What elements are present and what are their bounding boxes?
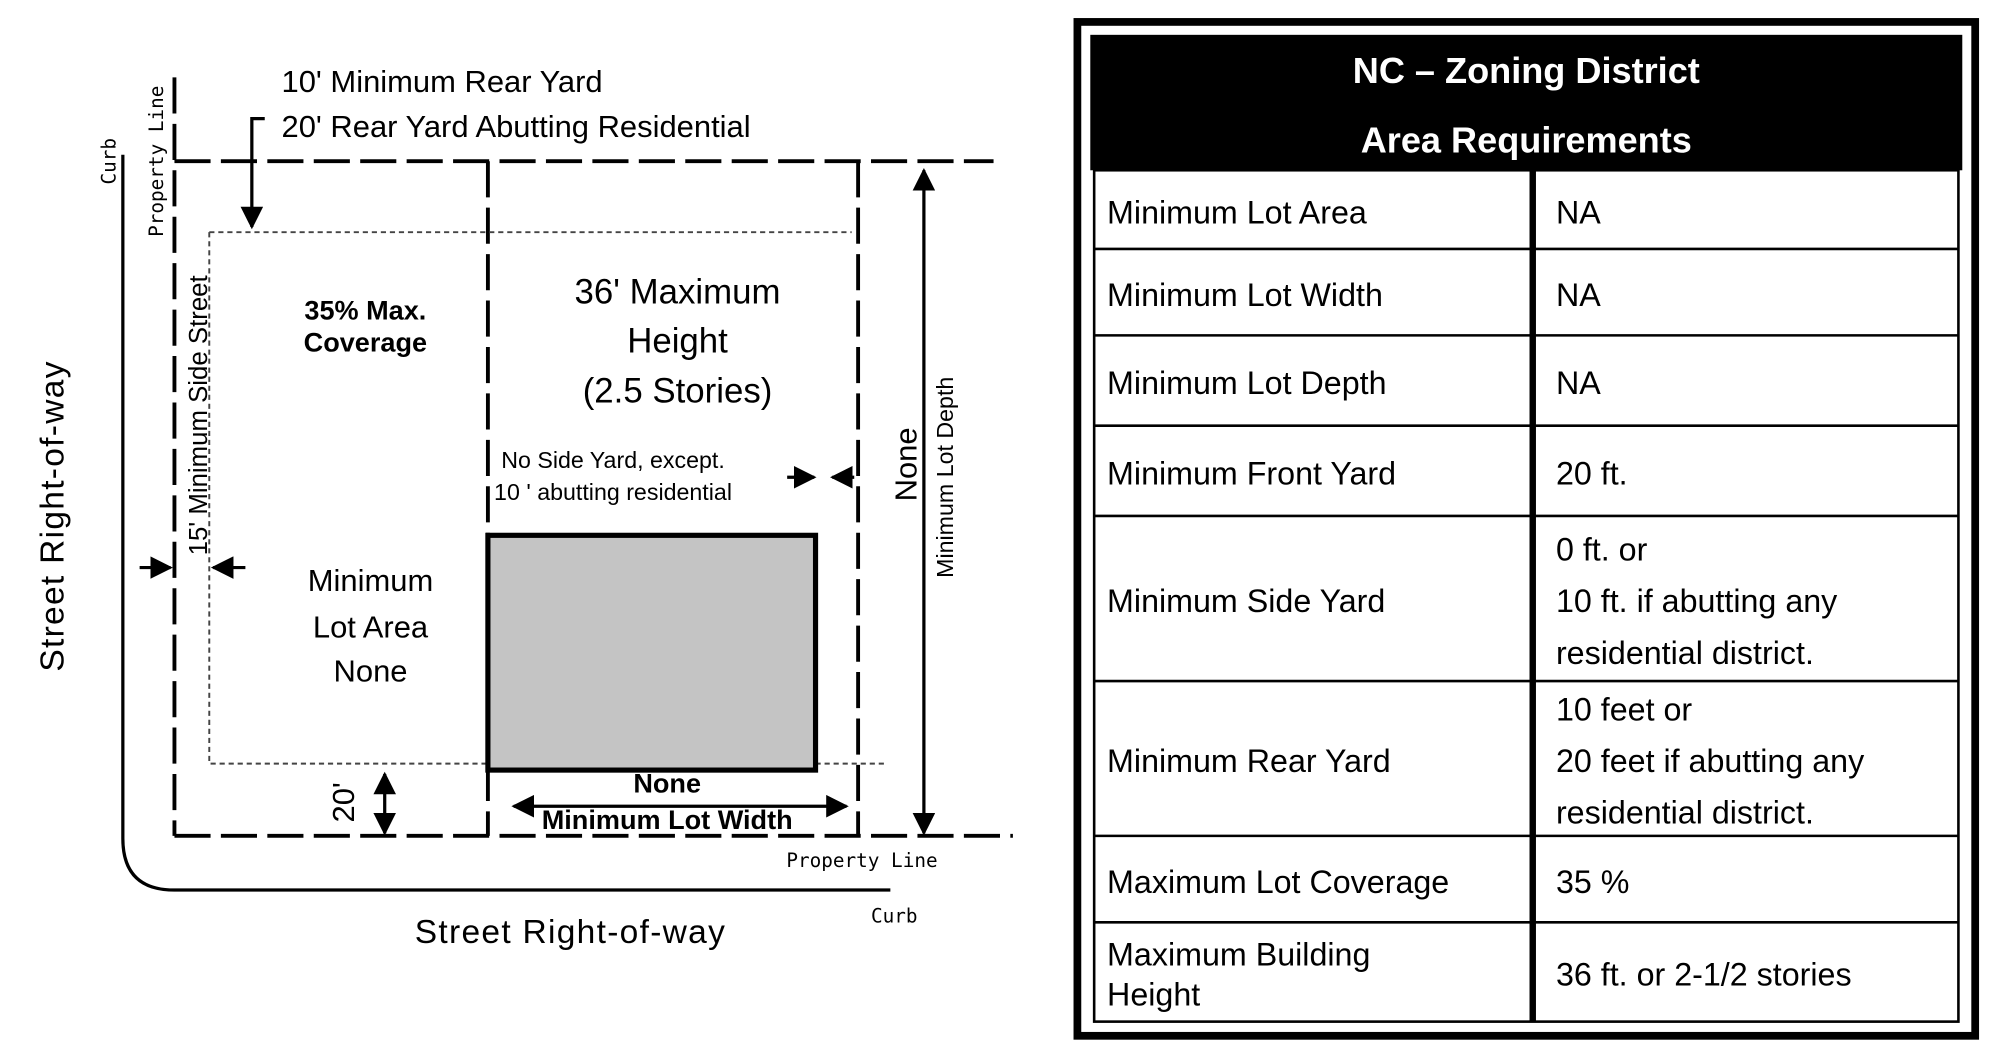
row-label: Height <box>1107 977 1200 1013</box>
row-label: Maximum Building <box>1107 937 1370 973</box>
label: 10' Minimum Rear Yard <box>282 64 603 99</box>
label: Coverage <box>304 327 427 358</box>
label: None <box>633 768 701 799</box>
label: Height <box>627 321 728 360</box>
label: 20' Rear Yard Abutting Residential <box>282 109 751 144</box>
row-value: 10 feet or <box>1556 692 1692 728</box>
label: 20' <box>326 782 361 822</box>
site-diagram: 10' Minimum Rear Yard 20' Rear Yard Abut… <box>34 64 1013 951</box>
row-value: 20 feet if abutting any <box>1556 743 1865 779</box>
label: Minimum Lot Depth <box>932 377 958 578</box>
row-value: NA <box>1556 365 1601 401</box>
label: None <box>889 427 924 501</box>
table-header <box>1090 34 1963 171</box>
label: 36' Maximum <box>575 272 781 311</box>
label: No Side Yard, except. <box>501 447 725 473</box>
table-title: NC – Zoning District <box>1353 50 1700 91</box>
row-label: Minimum Side Yard <box>1107 583 1385 619</box>
curb-line <box>121 154 891 892</box>
row-value: residential district. <box>1556 635 1814 671</box>
table-body <box>1092 168 1960 1023</box>
label: None <box>334 654 408 689</box>
bracket <box>250 117 265 162</box>
label: 35% Max. <box>304 294 426 325</box>
row-value: NA <box>1556 277 1601 313</box>
label: Street Right-of-way <box>34 360 71 671</box>
row-label: Minimum Lot Area <box>1107 194 1367 230</box>
label: Minimum <box>308 563 433 598</box>
row-value: 0 ft. or <box>1556 532 1648 568</box>
row-label: Minimum Front Yard <box>1107 455 1396 491</box>
table-title: Area Requirements <box>1361 120 1692 161</box>
row-value: 35 % <box>1556 864 1629 900</box>
label: 10 ' abutting residential <box>494 479 732 505</box>
label: 15' Minimum Side Street <box>185 275 213 555</box>
row-value: 20 ft. <box>1556 455 1628 491</box>
requirements-table: NC – Zoning District Area Requirements Min… <box>1073 18 1980 1040</box>
row-value: 10 ft. if abutting any <box>1556 583 1838 619</box>
row-label: Maximum Lot Coverage <box>1107 864 1449 900</box>
table-frame <box>1073 18 1980 1040</box>
row-value: residential district. <box>1556 795 1814 831</box>
label: Property Line <box>786 849 937 872</box>
row-value: NA <box>1556 194 1601 230</box>
label: Curb <box>97 138 120 185</box>
label: Property Line <box>145 86 168 237</box>
building-footprint <box>485 532 819 773</box>
row-value: 36 ft. or 2-1/2 stories <box>1556 957 1852 993</box>
label: Lot Area <box>313 610 429 645</box>
label: (2.5 Stories) <box>583 372 773 411</box>
label: Street Right-of-way <box>415 914 726 951</box>
row-label: Minimum Rear Yard <box>1107 743 1391 779</box>
label: Minimum Lot Width <box>542 804 793 835</box>
row-label: Minimum Lot Width <box>1107 277 1383 313</box>
label: Curb <box>871 905 918 928</box>
row-label: Minimum Lot Depth <box>1107 365 1386 401</box>
